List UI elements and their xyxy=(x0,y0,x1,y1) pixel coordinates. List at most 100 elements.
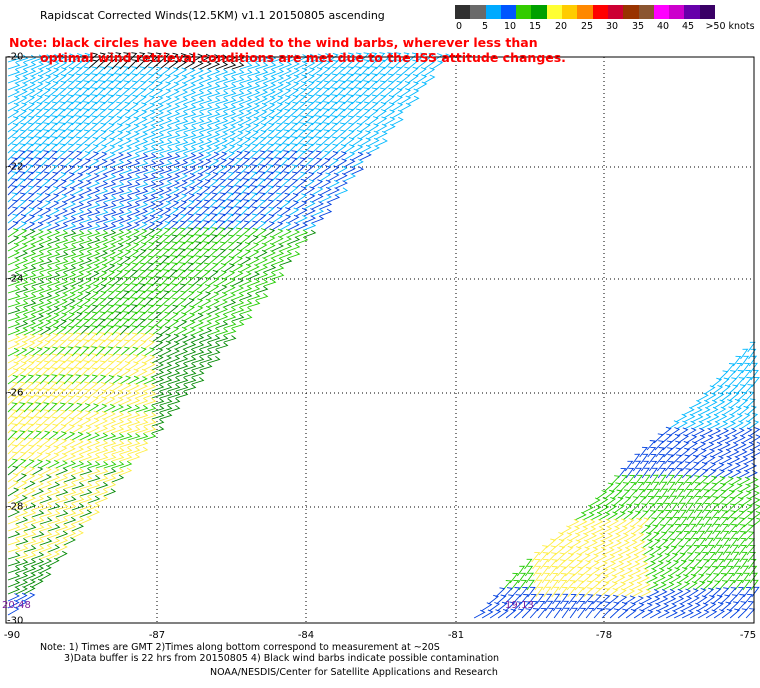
wind-barb xyxy=(15,538,29,546)
wind-barb xyxy=(7,278,21,287)
wind-barb xyxy=(644,495,654,507)
wind-barb xyxy=(15,423,26,434)
wind-barb xyxy=(239,227,251,238)
wind-barb xyxy=(207,291,220,301)
wind-barb xyxy=(63,474,77,483)
wind-barb xyxy=(727,517,737,528)
wind-barb xyxy=(127,297,138,308)
wind-barb xyxy=(175,312,187,322)
wind-barb xyxy=(7,242,20,252)
wind-barb xyxy=(7,334,21,343)
wind-barb xyxy=(199,75,213,84)
wind-barb xyxy=(7,95,20,105)
wind-barb xyxy=(183,319,196,329)
wind-barb xyxy=(7,220,19,231)
wind-barb xyxy=(143,318,154,329)
wind-barb xyxy=(736,601,747,612)
wind-barb xyxy=(199,89,213,98)
wind-barb xyxy=(531,551,541,563)
wind-barb xyxy=(383,123,396,133)
wind-barb xyxy=(718,580,728,591)
wind-barb xyxy=(103,256,116,266)
wind-barb xyxy=(183,82,196,91)
wind-barb xyxy=(39,279,53,287)
wind-barb xyxy=(715,413,728,423)
wind-barb xyxy=(263,242,276,252)
wind-barb xyxy=(95,318,106,329)
wind-barb xyxy=(103,94,114,105)
wind-barb xyxy=(103,108,114,119)
wind-barb xyxy=(748,558,757,570)
wind-barb xyxy=(682,475,692,486)
wind-barb xyxy=(175,384,189,392)
wind-barb xyxy=(689,461,700,472)
wind-barb xyxy=(111,367,123,378)
wind-barb xyxy=(63,298,76,308)
wind-barb xyxy=(87,209,101,217)
wind-barb xyxy=(7,82,21,91)
wind-barb xyxy=(704,530,714,542)
wind-barb xyxy=(207,111,221,119)
wind-barb xyxy=(614,511,626,521)
wind-barb xyxy=(103,263,116,273)
wind-barb xyxy=(391,109,404,119)
legend-label: 0 xyxy=(455,21,463,32)
lon-label: -81 xyxy=(447,630,465,641)
wind-barb xyxy=(55,53,68,63)
wind-barb xyxy=(143,262,154,273)
wind-barb xyxy=(63,122,74,133)
wind-barb xyxy=(255,242,268,252)
wind-barb xyxy=(71,431,84,441)
wind-barb xyxy=(159,369,173,378)
wind-barb xyxy=(215,284,228,294)
wind-barb xyxy=(717,503,728,514)
wind-barb xyxy=(7,164,18,175)
wind-barb xyxy=(151,255,162,266)
wind-barb xyxy=(127,181,141,189)
wind-barb xyxy=(215,335,229,343)
wind-barb xyxy=(746,476,759,486)
wind-barb xyxy=(71,108,82,119)
wind-barb xyxy=(55,367,66,378)
wind-barb xyxy=(311,157,323,168)
wind-barb xyxy=(79,208,93,217)
wind-barb xyxy=(697,392,709,402)
wind-barb xyxy=(231,234,243,245)
wind-barb xyxy=(231,321,245,329)
wind-barb xyxy=(143,95,156,105)
wind-barb xyxy=(698,544,708,556)
wind-barb xyxy=(351,101,362,112)
wind-barb xyxy=(175,326,188,336)
wind-barb xyxy=(87,360,98,371)
wind-barb xyxy=(7,249,20,259)
wind-barb xyxy=(55,186,68,196)
wind-barb xyxy=(700,566,711,577)
wind-barb xyxy=(15,340,28,350)
wind-speed-color-legend xyxy=(455,5,716,19)
wind-barb xyxy=(255,109,268,119)
wind-barb xyxy=(167,153,181,161)
wind-barb xyxy=(79,353,90,364)
wind-barb xyxy=(742,369,752,381)
wind-barb xyxy=(39,381,50,392)
wind-barb xyxy=(111,375,123,385)
wind-barb xyxy=(119,404,133,413)
wind-barb xyxy=(127,426,141,434)
wind-barb xyxy=(247,300,261,308)
wind-barb xyxy=(103,195,117,203)
wind-barb xyxy=(599,587,610,598)
wind-barb xyxy=(701,434,714,444)
legend-label: 20 xyxy=(554,21,568,32)
wind-barb xyxy=(15,572,29,581)
wind-barb xyxy=(191,172,204,182)
wind-barb xyxy=(489,609,502,619)
wind-barb xyxy=(175,139,189,147)
wind-barb xyxy=(95,311,106,322)
wind-barb xyxy=(7,347,20,357)
wind-barb xyxy=(223,164,235,175)
wind-barb xyxy=(119,453,133,462)
wind-barb xyxy=(580,560,592,570)
wind-barb xyxy=(39,299,53,308)
wind-barb xyxy=(207,277,219,287)
wind-barb xyxy=(603,482,614,493)
